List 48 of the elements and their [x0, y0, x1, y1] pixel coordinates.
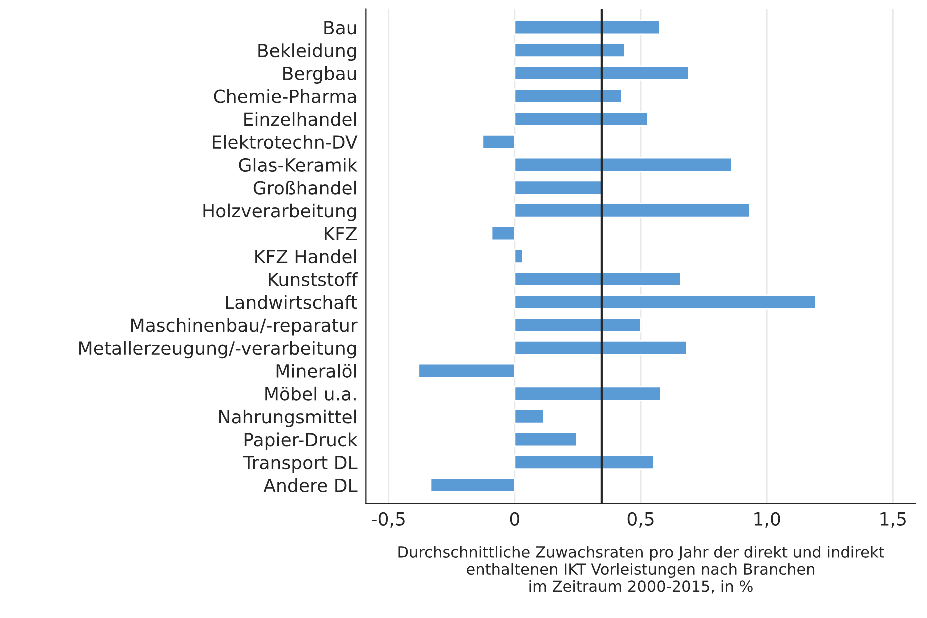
bar [418, 363, 516, 378]
bar [514, 454, 655, 470]
y-tick-label: Großhandel [254, 180, 356, 195]
y-tick-label: Bau [324, 21, 356, 35]
y-tick-label: Bekleidung [258, 44, 356, 62]
bar [514, 180, 603, 196]
bar [482, 134, 516, 150]
y-tick-label: Bergbau [284, 66, 356, 84]
y-tick-label: Mineralöl [276, 364, 356, 378]
y-tick-label: Papier-Druck [244, 432, 358, 450]
bar [514, 248, 524, 264]
x-tick-label: 1,5 [880, 512, 906, 528]
bar [514, 409, 545, 424]
bar [514, 294, 817, 310]
bar [514, 272, 682, 287]
bar [514, 203, 751, 218]
bar [514, 20, 661, 36]
y-tick-label: Metallerzeugung/-verarbeitung [80, 341, 356, 359]
bar [514, 42, 626, 58]
bar [491, 226, 516, 242]
y-tick-label: Kunststoff [269, 272, 358, 286]
bar [514, 88, 623, 104]
y-tick-label: Andere DL [264, 478, 358, 492]
bar [514, 386, 662, 402]
x-tick-label: 0 [510, 512, 520, 526]
bar [514, 66, 690, 81]
y-tick-label: Maschinenbau/-reparatur [132, 318, 358, 336]
x-tick-label: 1,0 [754, 512, 780, 528]
y-tick-label: Elektrotechn-DV [213, 135, 358, 150]
y-tick-label: Holzverarbeitung [204, 204, 356, 222]
y-tick-label: Glas-Keramik [239, 158, 358, 172]
y-tick-label: KFZ [325, 227, 358, 240]
x-axis-title: Durchschnittliche Zuwachsraten pro Jahr der direkt und indirekt enthaltenen IKT Vorleistungen nach Branchen im Zeitraum 2000-2015, in % [398, 546, 884, 594]
y-tick-label: Chemie-Pharma [214, 89, 356, 104]
y-tick-label: KFZ Handel [256, 250, 356, 264]
y-tick-label: Möbel u.a. [266, 386, 356, 401]
bar [514, 112, 649, 127]
y-tick-label: Transport DL [243, 456, 358, 474]
y-tick-label: Einzelhandel [244, 112, 356, 126]
x-tick-label: -0,5 [372, 512, 405, 528]
bar [514, 432, 578, 448]
bar [514, 340, 688, 356]
y-tick-label: Nahrungsmittel [220, 410, 356, 428]
bar [430, 478, 516, 493]
bar [514, 318, 642, 333]
bar [514, 157, 733, 172]
y-tick-label: Landwirtschaft [226, 295, 358, 310]
x-tick-label: 0,5 [628, 512, 654, 528]
